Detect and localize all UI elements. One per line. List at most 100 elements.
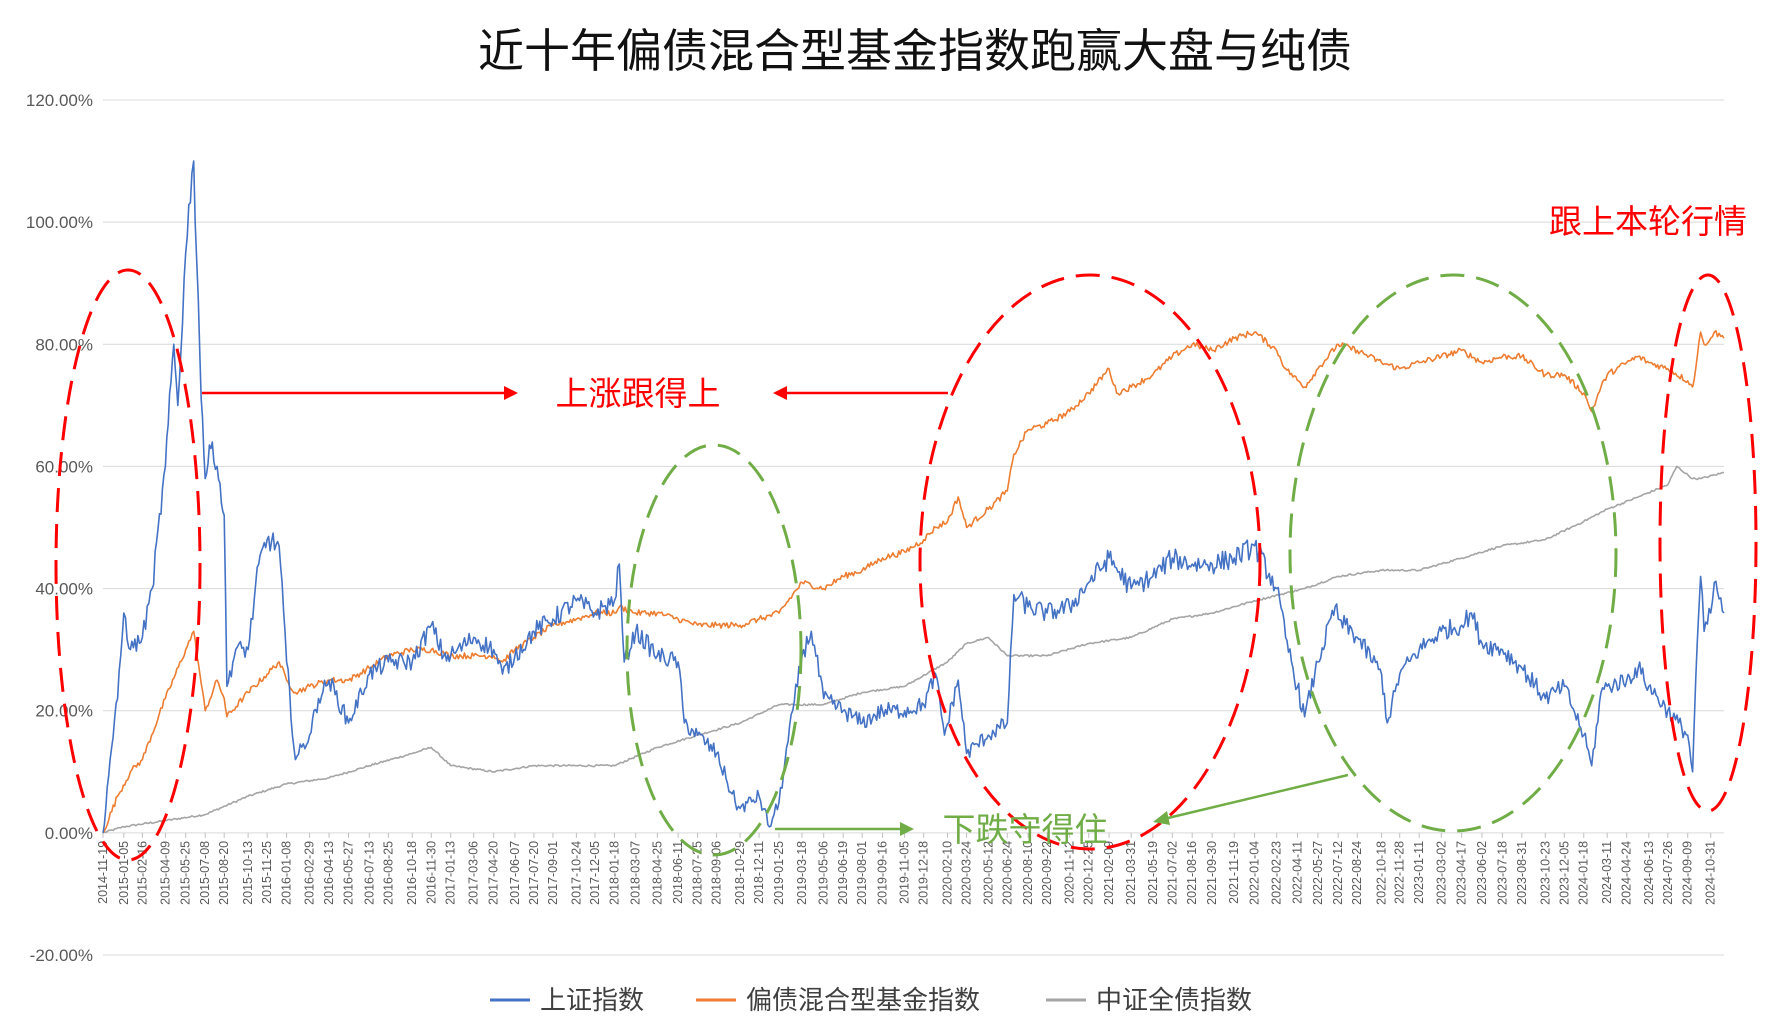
x-tick-label: 2018-04-25 <box>650 841 664 905</box>
y-tick-label: 0.00% <box>45 824 93 843</box>
x-tick-label: 2022-07-12 <box>1331 841 1345 905</box>
red-arrowhead-right <box>504 386 518 400</box>
x-tick-label: 2023-04-17 <box>1455 841 1469 905</box>
x-tick-label: 2018-09-06 <box>710 841 724 905</box>
x-tick-label: 2018-01-18 <box>607 841 621 905</box>
x-tick-label: 2018-10-29 <box>733 841 747 905</box>
green-arrowhead-left <box>1153 811 1170 825</box>
x-tick-label: 2019-05-06 <box>817 841 831 905</box>
x-tick-label: 2017-09-01 <box>546 841 560 905</box>
x-tick-label: 2020-11-12 <box>1063 841 1077 904</box>
legend: 上证指数 偏债混合型基金指数 中证全债指数 <box>490 986 1252 1016</box>
x-tick-label: 2017-01-13 <box>444 841 458 905</box>
x-tick-label: 2021-09-30 <box>1205 841 1219 905</box>
x-tick-label: 2022-11-28 <box>1393 841 1407 904</box>
x-tick-label: 2017-03-06 <box>467 841 481 905</box>
x-tick-label: 2020-09-22 <box>1040 841 1054 905</box>
green-arrowhead-right <box>900 822 914 836</box>
y-tick-label: 60.00% <box>35 457 93 476</box>
x-tick-label: 2024-03-11 <box>1600 841 1614 904</box>
legend-label-bond: 中证全债指数 <box>1096 986 1252 1016</box>
annotation-fall: 下跌守得住 <box>943 810 1108 849</box>
x-tick-label: 2017-04-20 <box>487 841 501 905</box>
x-tick-label: 2015-08-20 <box>217 841 231 905</box>
x-tick-label: 2024-10-31 <box>1704 841 1718 905</box>
annotations: 上涨跟得上 下跌守得住 跟上本轮行情 <box>54 202 1758 862</box>
y-tick-label: 40.00% <box>35 580 93 599</box>
x-tick-label: 2024-04-24 <box>1620 841 1634 905</box>
x-tick-label: 2016-01-08 <box>280 841 294 905</box>
x-tick-label: 2019-12-18 <box>917 841 931 905</box>
green-arrow-left <box>1167 773 1349 820</box>
x-tick-label: 2022-08-24 <box>1350 841 1364 905</box>
x-tick-label: 2015-11-25 <box>260 841 274 904</box>
x-tick-label: 2019-01-25 <box>772 841 786 905</box>
x-tick-label: 2016-04-13 <box>322 841 336 905</box>
red-ellipse-2015 <box>54 268 202 862</box>
x-tick-label: 2024-09-09 <box>1681 841 1695 905</box>
x-tick-label: 2021-11-19 <box>1227 841 1241 904</box>
x-tick-label: 2017-10-24 <box>569 841 583 905</box>
x-tick-label: 2020-05-12 <box>981 841 995 905</box>
x-tick-label: 2018-07-25 <box>691 841 705 905</box>
x-tick-label: 2020-08-10 <box>1021 841 1035 905</box>
x-tick-label: 2015-10-13 <box>241 841 255 905</box>
red-arrowhead-left <box>773 386 787 400</box>
x-tick-label: 2024-06-13 <box>1642 841 1656 905</box>
x-tick-label: 2019-11-05 <box>898 841 912 904</box>
y-tick-label: 100.00% <box>26 213 93 232</box>
x-tick-label: 2016-02-29 <box>303 841 317 905</box>
red-ellipse-2020 <box>918 273 1262 851</box>
x-tick-label: 2016-08-25 <box>381 841 395 905</box>
x-tick-label: 2017-12-05 <box>588 841 602 905</box>
y-tick-label: 120.00% <box>26 91 93 110</box>
x-tick-label: 2020-02-10 <box>941 841 955 905</box>
x-axis: 2014-11-19 2015-01-05 2015-02-16 2015-04-09… <box>96 832 1718 905</box>
green-ellipse-2018 <box>625 443 803 857</box>
x-tick-label: 2020-03-24 <box>960 841 974 905</box>
x-tick-label: 2021-02-09 <box>1102 841 1116 905</box>
x-tick-label: 2014-11-19 <box>96 841 110 904</box>
x-tick-label: 2023-10-23 <box>1538 841 1552 905</box>
x-tick-label: 2017-07-20 <box>527 841 541 905</box>
x-tick-label: 2018-12-11 <box>752 841 766 904</box>
x-tick-label: 2018-03-07 <box>629 841 643 905</box>
x-tick-label: 2016-05-27 <box>342 841 356 905</box>
x-tick-label: 2023-12-05 <box>1557 841 1571 905</box>
x-tick-label: 2015-04-09 <box>158 841 172 905</box>
series-lines <box>102 160 1725 834</box>
annotation-current: 跟上本轮行情 <box>1549 202 1747 241</box>
x-tick-label: 2016-07-13 <box>362 841 376 905</box>
red-ellipse-2024 <box>1658 273 1758 813</box>
x-tick-label: 2023-03-02 <box>1434 841 1448 905</box>
y-tick-label: -20.00% <box>30 946 93 965</box>
series-line-2 <box>102 465 1725 834</box>
annotation-rise: 上涨跟得上 <box>556 374 721 413</box>
legend-label-mixed: 偏债混合型基金指数 <box>746 986 980 1016</box>
x-tick-label: 2024-07-26 <box>1661 841 1675 905</box>
series-line-0 <box>102 160 1725 834</box>
x-tick-label: 2023-06-02 <box>1475 841 1489 905</box>
y-tick-label: 80.00% <box>35 335 93 354</box>
x-tick-label: 2021-07-02 <box>1165 841 1179 905</box>
x-tick-label: 2021-03-31 <box>1124 841 1138 905</box>
x-tick-label: 2022-02-23 <box>1270 841 1284 905</box>
x-tick-label: 2021-05-19 <box>1146 841 1160 905</box>
grid-lines <box>103 99 1724 956</box>
x-tick-label: 2019-03-18 <box>795 841 809 905</box>
x-tick-label: 2015-01-05 <box>117 841 131 905</box>
x-tick-label: 2024-01-18 <box>1577 841 1591 905</box>
x-tick-label: 2022-10-18 <box>1375 841 1389 905</box>
x-tick-label: 2022-04-11 <box>1291 841 1305 904</box>
x-tick-label: 2022-01-04 <box>1248 841 1262 905</box>
legend-label-sse: 上证指数 <box>540 986 644 1016</box>
x-tick-label: 2023-08-31 <box>1515 841 1529 905</box>
x-tick-label: 2021-08-16 <box>1185 841 1199 905</box>
series-line-1 <box>102 330 1725 834</box>
x-tick-label: 2019-08-01 <box>855 841 869 905</box>
x-tick-label: 2015-07-08 <box>198 841 212 905</box>
chart-title: 近十年偏债混合型基金指数跑赢大盘与纯债 <box>478 24 1352 78</box>
x-tick-label: 2023-07-18 <box>1495 841 1509 905</box>
x-tick-label: 2019-06-19 <box>836 841 850 905</box>
green-ellipse-2022 <box>1288 273 1618 833</box>
